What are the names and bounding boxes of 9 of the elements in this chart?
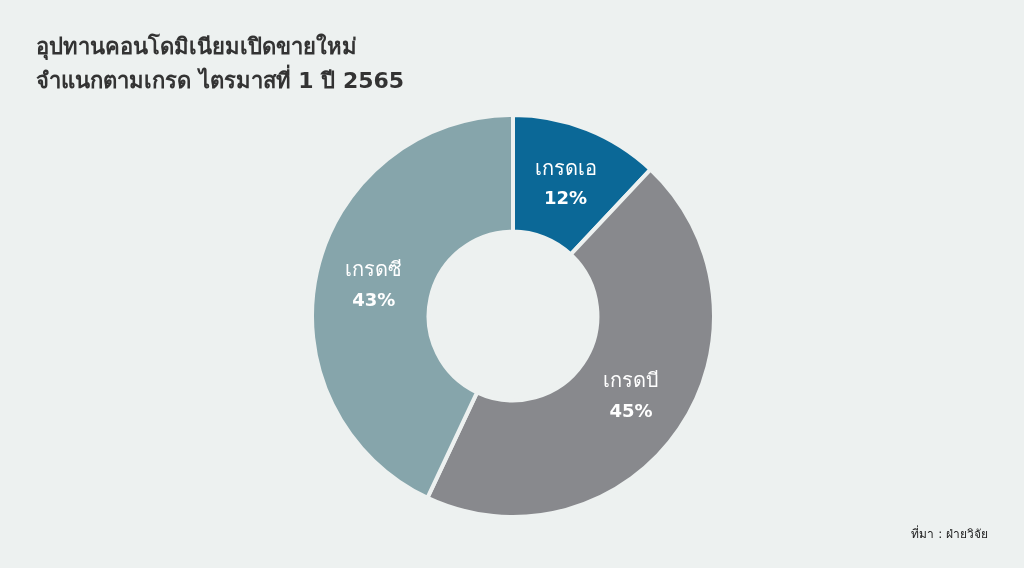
data-label: 45% bbox=[609, 399, 653, 421]
data-label: 12% bbox=[543, 186, 588, 208]
text: ที่มา : ฝ่ายวิจัย bbox=[911, 524, 988, 543]
chart-subtitle: จำแนกตามเกรด ไตรมาสที่ 1 ปี 2565 bbox=[36, 64, 405, 95]
slice-label: เกรดบี bbox=[603, 368, 660, 393]
slice-label: เกรดซี bbox=[345, 257, 403, 282]
slice-label: เกรดเอ bbox=[534, 155, 597, 180]
chart-title: อุปทานคอนโดมิเนียมเปิดขายใหม่ bbox=[36, 32, 358, 62]
data-label: 43% bbox=[352, 288, 396, 310]
